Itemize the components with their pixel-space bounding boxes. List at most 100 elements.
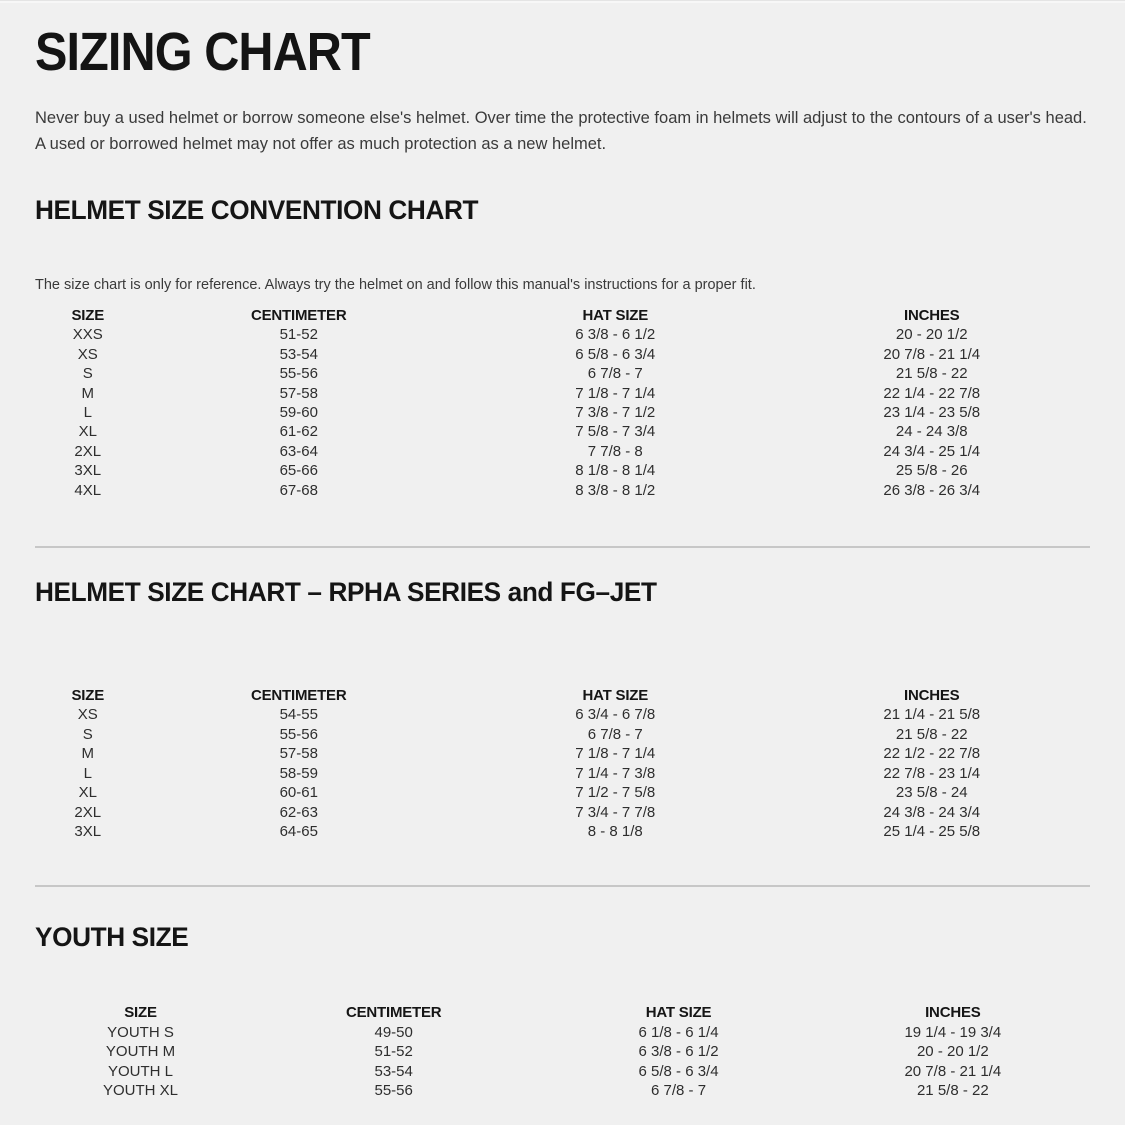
table-row: XS 54-55 6 3/4 - 6 7/8 21 1/4 - 21 5/8: [35, 705, 1090, 724]
table-header-row: SIZE CENTIMETER HAT SIZE INCHES: [35, 306, 1090, 325]
table-cell: 23 5/8 - 24: [895, 784, 968, 802]
table-row: M 57-58 7 1/8 - 7 1/4 22 1/4 - 22 7/8: [35, 384, 1090, 403]
section-youth: YOUTH SIZE SIZE CENTIMETER HAT SIZE INCHES Y…: [35, 924, 1090, 1100]
table-cell: XXS: [72, 326, 103, 344]
section-divider: [35, 546, 1090, 549]
table-header-row: SIZE CENTIMETER HAT SIZE INCHES: [35, 686, 1090, 705]
table-cell: 6 7/8 - 7: [587, 725, 643, 743]
table-cell: YOUTH S: [107, 1023, 174, 1041]
table-cell: 6 7/8 - 7: [651, 1081, 707, 1099]
table-cell: 25 5/8 - 26: [895, 462, 968, 480]
table-cell: 6 3/4 - 6 7/8: [575, 706, 656, 724]
intro-paragraph: Never buy a used helmet or borrow someon…: [35, 109, 1087, 153]
page-title: SIZING CHART: [35, 22, 371, 82]
table-row: XL 61-62 7 5/8 - 7 3/4 24 - 24 3/8: [35, 422, 1090, 441]
section-heading-convention: HELMET SIZE CONVENTION CHART: [35, 195, 479, 225]
table-cell: XS: [77, 345, 98, 363]
reference-note: The size chart is only for reference. Al…: [35, 277, 756, 293]
section-rpha-fgjet: HELMET SIZE CHART – RPHA SERIES and FG–J…: [35, 579, 1090, 841]
table-row: YOUTH XL 55-56 6 7/8 - 7 21 5/8 - 22: [35, 1081, 1090, 1100]
sizing-chart-page: SIZING CHART Never buy a used helmet or …: [0, 25, 1125, 1100]
table-row: M 57-58 7 1/8 - 7 1/4 22 1/2 - 22 7/8: [35, 744, 1090, 763]
table-cell: L: [83, 764, 92, 782]
table-cell: 25 1/4 - 25 5/8: [883, 822, 981, 840]
table-cell: 21 5/8 - 22: [895, 365, 968, 383]
table-row: 2XL 62-63 7 3/4 - 7 7/8 24 3/8 - 24 3/4: [35, 803, 1090, 822]
table-cell: 21 5/8 - 22: [916, 1081, 989, 1099]
section-helmet-size-convention: HELMET SIZE CONVENTION CHART The size ch…: [35, 197, 1090, 500]
table-row: S 55-56 6 7/8 - 7 21 5/8 - 22: [35, 725, 1090, 744]
table-header-row: SIZE CENTIMETER HAT SIZE INCHES: [35, 1003, 1090, 1022]
section-heading-youth: YOUTH SIZE: [35, 922, 189, 953]
table-cell: 59-60: [279, 404, 318, 422]
table-cell: 24 - 24 3/8: [895, 423, 968, 441]
table-row: XS 53-54 6 5/8 - 6 3/4 20 7/8 - 21 1/4: [35, 345, 1090, 364]
table-cell: L: [83, 404, 92, 422]
table-cell: 6 1/8 - 6 1/4: [638, 1023, 719, 1041]
table-cell: M: [81, 745, 95, 763]
table-cell: 7 3/8 - 7 1/2: [575, 404, 656, 422]
table-cell: 22 1/2 - 22 7/8: [883, 745, 981, 763]
table-cell: M: [81, 384, 95, 402]
table-cell: 6 3/8 - 6 1/2: [638, 1043, 719, 1061]
column-header: INCHES: [904, 687, 960, 705]
table-cell: YOUTH XL: [102, 1081, 178, 1099]
table-cell: YOUTH L: [107, 1062, 173, 1080]
table-cell: 2XL: [74, 442, 102, 460]
table-cell: XS: [77, 706, 98, 724]
table-cell: 7 3/4 - 7 7/8: [575, 803, 656, 821]
table-cell: 7 7/8 - 8: [587, 442, 643, 460]
table-cell: 7 1/2 - 7 5/8: [575, 784, 656, 802]
column-header: CENTIMETER: [250, 307, 347, 324]
table-row: 3XL 64-65 8 - 8 1/8 25 1/4 - 25 5/8: [35, 822, 1090, 841]
table-row: L 59-60 7 3/8 - 7 1/2 23 1/4 - 23 5/8: [35, 403, 1090, 422]
table-cell: 55-56: [374, 1081, 413, 1099]
table-row: L 58-59 7 1/4 - 7 3/8 22 7/8 - 23 1/4: [35, 764, 1090, 783]
table-cell: 51-52: [374, 1043, 413, 1061]
table-cell: 64-65: [279, 822, 318, 840]
column-header: INCHES: [904, 307, 960, 324]
table-cell: 20 7/8 - 21 1/4: [883, 345, 981, 363]
table-row: YOUTH M 51-52 6 3/8 - 6 1/2 20 - 20 1/2: [35, 1042, 1090, 1061]
table-row: 4XL 67-68 8 3/8 - 8 1/2 26 3/8 - 26 3/4: [35, 481, 1090, 500]
table-cell: 62-63: [279, 803, 318, 821]
table-cell: 49-50: [374, 1023, 413, 1041]
table-cell: 22 7/8 - 23 1/4: [883, 764, 981, 782]
column-header: SIZE: [71, 687, 105, 705]
size-table-youth: SIZE CENTIMETER HAT SIZE INCHES YOUTH S 49-50…: [35, 1003, 1090, 1100]
column-header: HAT SIZE: [582, 307, 649, 324]
table-row: YOUTH L 53-54 6 5/8 - 6 3/4 20 7/8 - 21 1/4: [35, 1062, 1090, 1081]
table-cell: 26 3/8 - 26 3/4: [883, 481, 981, 499]
table-cell: 19 1/4 - 19 3/4: [904, 1023, 1002, 1041]
column-header: HAT SIZE: [645, 1004, 712, 1022]
table-cell: 2XL: [74, 803, 102, 821]
table-cell: 65-66: [279, 462, 318, 480]
table-cell: 20 - 20 1/2: [895, 326, 968, 344]
column-header: SIZE: [71, 307, 105, 324]
top-border: [0, 0, 1125, 3]
table-row: YOUTH S 49-50 6 1/8 - 6 1/4 19 1/4 - 19 3/4: [35, 1023, 1090, 1042]
column-header: CENTIMETER: [345, 1004, 442, 1022]
table-cell: 58-59: [279, 764, 318, 782]
table-cell: 8 - 8 1/8: [587, 822, 643, 840]
table-cell: 23 1/4 - 23 5/8: [883, 404, 981, 422]
table-cell: 6 3/8 - 6 1/2: [575, 326, 656, 344]
table-cell: 63-64: [279, 442, 318, 460]
table-cell: YOUTH M: [105, 1043, 176, 1061]
table-cell: 21 1/4 - 21 5/8: [883, 706, 981, 724]
table-cell: 54-55: [279, 706, 318, 724]
table-cell: S: [82, 365, 93, 383]
size-table-rpha: SIZE CENTIMETER HAT SIZE INCHES XS 54-55 6 3/4…: [35, 686, 1090, 841]
table-cell: 53-54: [279, 345, 318, 363]
table-cell: 24 3/4 - 25 1/4: [883, 442, 981, 460]
column-header: HAT SIZE: [582, 687, 649, 705]
table-cell: 7 1/8 - 7 1/4: [575, 745, 656, 763]
column-header: INCHES: [925, 1004, 981, 1022]
table-cell: 60-61: [279, 784, 318, 802]
table-row: XL 60-61 7 1/2 - 7 5/8 23 5/8 - 24: [35, 783, 1090, 802]
table-cell: 53-54: [374, 1062, 413, 1080]
table-cell: 8 1/8 - 8 1/4: [575, 462, 656, 480]
table-row: XXS 51-52 6 3/8 - 6 1/2 20 - 20 1/2: [35, 325, 1090, 344]
table-cell: 51-52: [279, 326, 318, 344]
table-row: S 55-56 6 7/8 - 7 21 5/8 - 22: [35, 364, 1090, 383]
